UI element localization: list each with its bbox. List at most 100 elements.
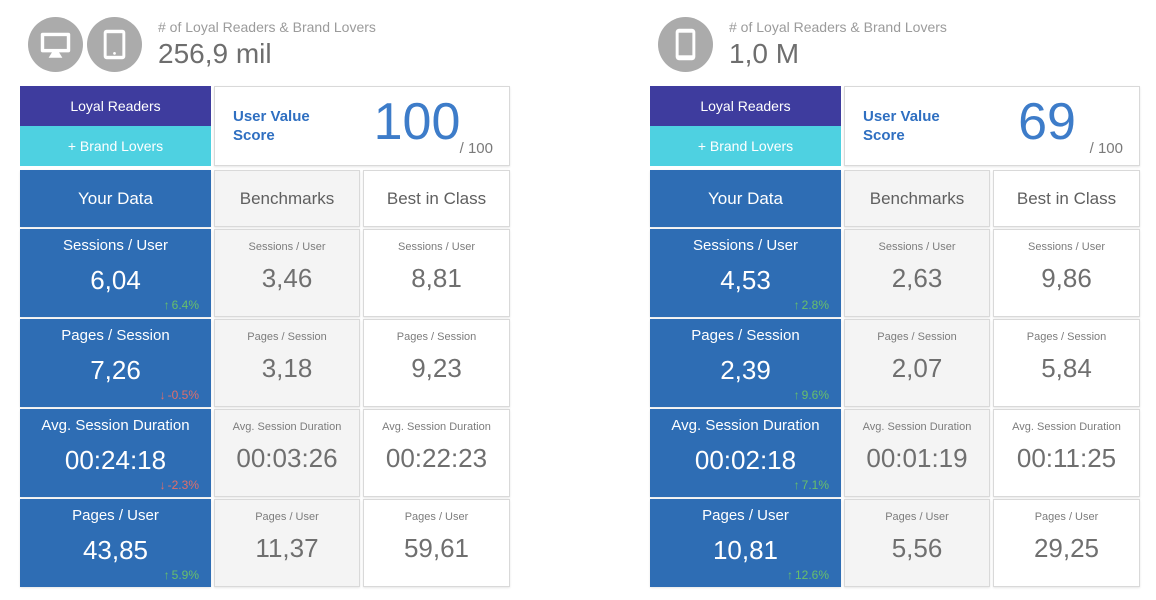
score-label: User Value Score <box>233 107 310 145</box>
header-text: # of Loyal Readers & Brand Lovers 256,9 … <box>158 19 376 70</box>
your-data-cell: Sessions / User 4,53 2.8% <box>650 229 841 317</box>
delta-value: 9.6% <box>801 388 829 402</box>
delta-badge: 6.4% <box>164 298 199 312</box>
metric-value: 9,23 <box>411 353 462 383</box>
metric-value: 4,53 <box>720 265 771 295</box>
segment-loyal-readers: Loyal Readers <box>20 86 211 126</box>
delta-badge: 5.9% <box>164 568 199 582</box>
metric-label: Sessions / User <box>248 241 326 253</box>
score-row: Loyal Readers + Brand Lovers User Value … <box>650 86 1140 166</box>
best-in-class-cell: Sessions / User 8,81 <box>363 229 510 317</box>
delta-badge: 2.8% <box>794 298 829 312</box>
trend-arrow-icon <box>160 478 166 492</box>
header-text: # of Loyal Readers & Brand Lovers 1,0 M <box>729 19 947 70</box>
score-max: / 100 <box>459 140 493 157</box>
benchmark-cell: Avg. Session Duration 00:01:19 <box>844 409 990 497</box>
column-benchmarks: Benchmarks <box>844 170 990 227</box>
device-icons <box>28 16 146 72</box>
delta-value: 2.8% <box>801 298 829 312</box>
column-your-data: Your Data <box>20 170 211 227</box>
metric-value: 11,37 <box>255 533 319 563</box>
delta-badge: 7.1% <box>794 478 829 492</box>
segment-brand-lovers: + Brand Lovers <box>20 126 211 166</box>
metric-value: 00:11:25 <box>1016 443 1117 473</box>
panel-title: # of Loyal Readers & Brand Lovers <box>729 18 947 35</box>
delta-value: -2.3% <box>167 478 199 492</box>
table-row: Pages / User 10,81 12.6% Pages / User 5,… <box>650 499 1140 587</box>
device-icons <box>658 16 717 72</box>
table-header: Your Data Benchmarks Best in Class <box>650 170 1140 227</box>
delta-badge: 9.6% <box>794 388 829 402</box>
metric-label: Pages / User <box>404 511 469 523</box>
your-data-cell: Sessions / User 6,04 6.4% <box>20 229 211 317</box>
metric-label: Pages / User <box>255 511 319 523</box>
benchmark-cell: Sessions / User 2,63 <box>844 229 990 317</box>
metric-label: Sessions / User <box>1027 241 1106 253</box>
metric-label: Pages / User <box>702 507 789 524</box>
metric-label: Pages / Session <box>247 331 327 343</box>
metric-value: 00:24:18 <box>64 445 167 475</box>
metric-label: Sessions / User <box>692 237 799 254</box>
table-row: Pages / Session 7,26 -0.5% Pages / Sessi… <box>20 319 510 407</box>
metric-value: 00:22:23 <box>385 443 488 473</box>
user-value-score-card: User Value Score 69 / 100 <box>844 86 1140 166</box>
metric-label: Pages / User <box>1034 511 1099 523</box>
metric-value: 10,81 <box>712 535 779 565</box>
column-best-in-class: Best in Class <box>363 170 510 227</box>
metric-label: Avg. Session Duration <box>1012 421 1121 433</box>
your-data-cell: Pages / User 43,85 5.9% <box>20 499 211 587</box>
segment-brand-lovers: + Brand Lovers <box>650 126 841 166</box>
audience-segments: Loyal Readers + Brand Lovers <box>650 86 841 166</box>
metric-label: Pages / User <box>885 511 949 523</box>
metric-value: 8,81 <box>411 263 462 293</box>
delta-badge: -0.5% <box>160 388 199 402</box>
panel-smartphone: # of Loyal Readers & Brand Lovers 1,0 M … <box>650 8 1140 589</box>
segment-loyal-readers: Loyal Readers <box>650 86 841 126</box>
delta-badge: 12.6% <box>787 568 829 582</box>
your-data-cell: Pages / User 10,81 12.6% <box>650 499 841 587</box>
metric-value: 2,07 <box>891 353 943 383</box>
score-value: 100 <box>373 93 461 151</box>
your-data-cell: Avg. Session Duration 00:02:18 7.1% <box>650 409 841 497</box>
tablet-icon <box>87 16 142 72</box>
column-your-data: Your Data <box>650 170 841 227</box>
benchmark-cell: Sessions / User 3,46 <box>214 229 360 317</box>
score-value: 69 <box>1018 93 1076 151</box>
panel-total-value: 1,0 M <box>729 37 800 69</box>
your-data-cell: Pages / Session 2,39 9.6% <box>650 319 841 407</box>
benchmark-cell: Pages / User 5,56 <box>844 499 990 587</box>
metric-label: Pages / Session <box>1026 331 1107 343</box>
metric-value: 5,56 <box>891 533 943 563</box>
metric-value: 9,86 <box>1041 263 1092 293</box>
trend-arrow-icon <box>164 298 170 312</box>
table-row: Avg. Session Duration 00:02:18 7.1% Avg.… <box>650 409 1140 497</box>
table-header: Your Data Benchmarks Best in Class <box>20 170 510 227</box>
smartphone-icon <box>658 16 713 72</box>
best-in-class-cell: Pages / Session 9,23 <box>363 319 510 407</box>
delta-badge: -2.3% <box>160 478 199 492</box>
metric-value: 43,85 <box>82 535 149 565</box>
metric-label: Avg. Session Duration <box>382 421 491 433</box>
metric-value: 00:03:26 <box>236 443 338 473</box>
score-row: Loyal Readers + Brand Lovers User Value … <box>20 86 510 166</box>
score-label: User Value Score <box>863 107 940 145</box>
best-in-class-cell: Pages / Session 5,84 <box>993 319 1140 407</box>
metric-value: 3,46 <box>261 263 313 293</box>
delta-value: 6.4% <box>171 298 199 312</box>
benchmark-cell: Pages / Session 3,18 <box>214 319 360 407</box>
benchmark-cell: Pages / Session 2,07 <box>844 319 990 407</box>
column-best-in-class: Best in Class <box>993 170 1140 227</box>
metric-value: 3,18 <box>261 353 313 383</box>
best-in-class-cell: Avg. Session Duration 00:22:23 <box>363 409 510 497</box>
desktop-icon <box>28 16 83 72</box>
table-row: Pages / User 43,85 5.9% Pages / User 11,… <box>20 499 510 587</box>
best-in-class-cell: Pages / User 29,25 <box>993 499 1140 587</box>
table-row: Sessions / User 6,04 6.4% Sessions / Use… <box>20 229 510 317</box>
user-value-score-card: User Value Score 100 / 100 <box>214 86 510 166</box>
trend-arrow-icon <box>794 298 800 312</box>
trend-arrow-icon <box>794 478 800 492</box>
delta-value: 5.9% <box>171 568 199 582</box>
metric-value: 00:01:19 <box>866 443 968 473</box>
metric-value: 5,84 <box>1041 353 1092 383</box>
metric-label: Pages / Session <box>877 331 957 343</box>
